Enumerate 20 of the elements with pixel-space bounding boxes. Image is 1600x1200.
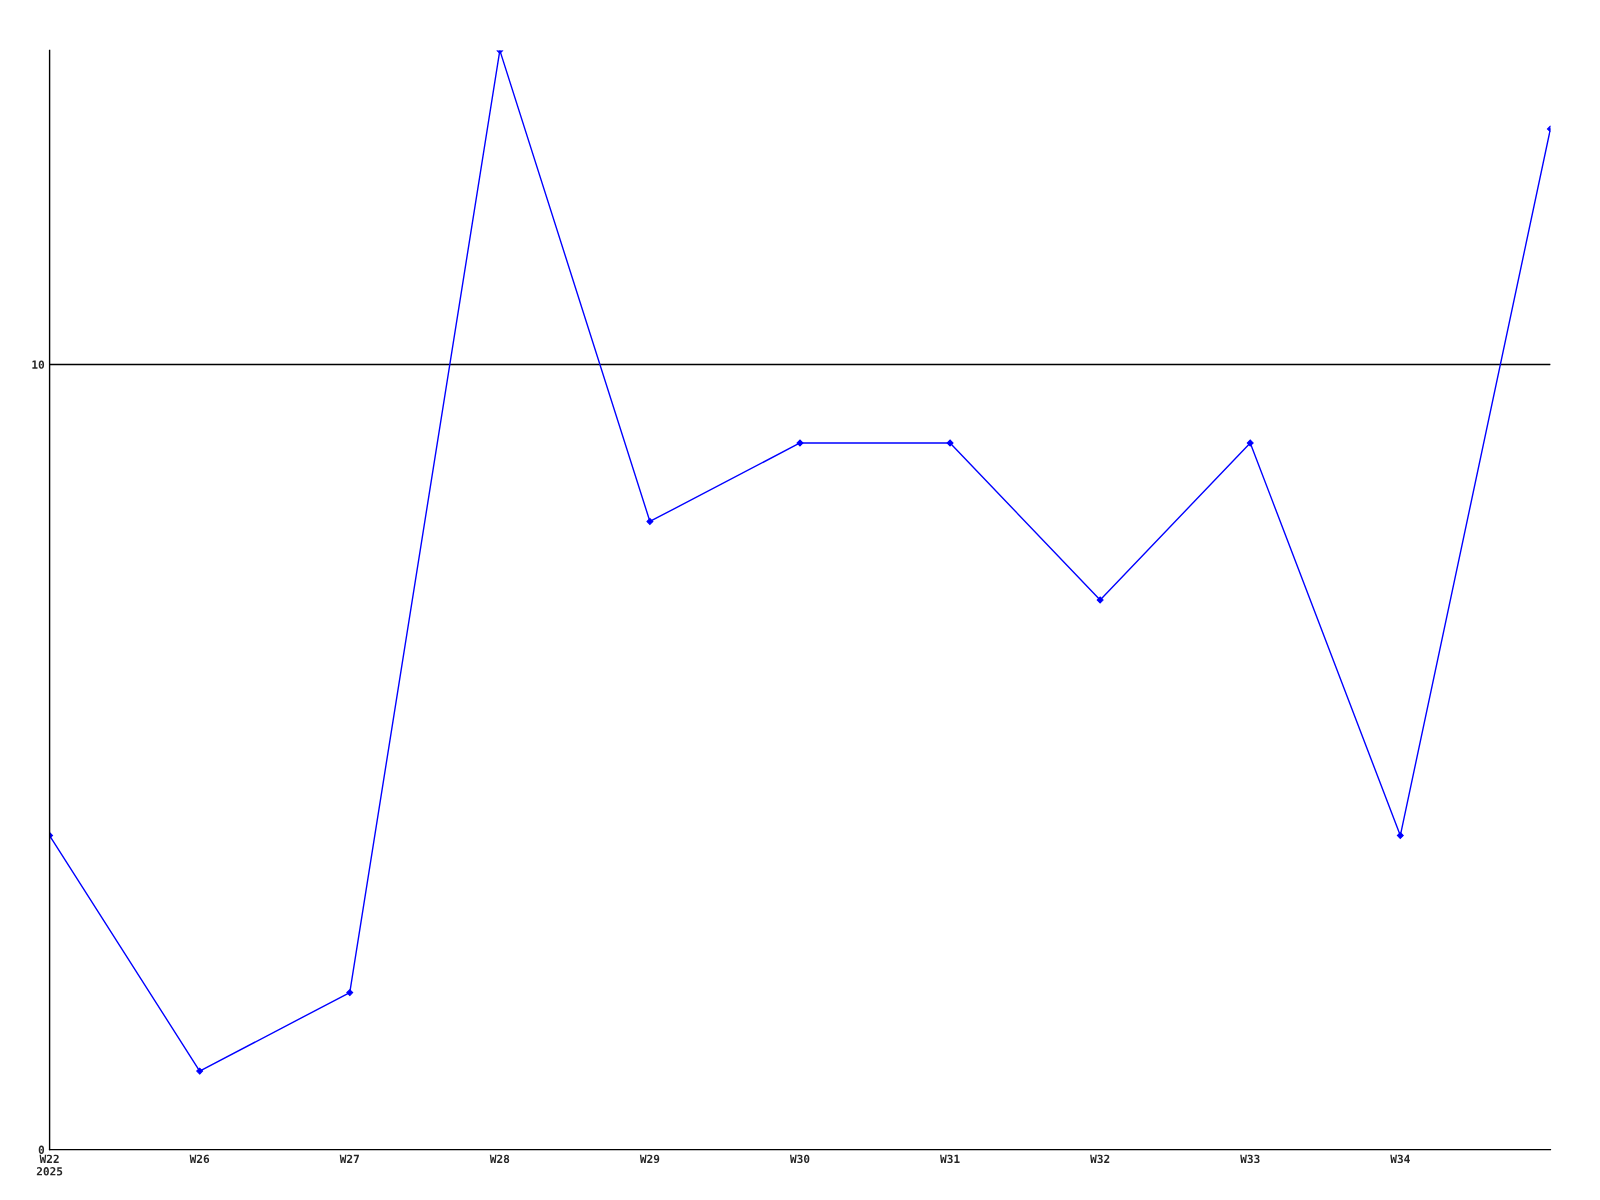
x-tick-label: W34 — [1390, 1154, 1410, 1164]
x-tick-label: W27 — [339, 1154, 359, 1163]
x-tick-label: W29 — [639, 1154, 660, 1164]
point — [1396, 832, 1404, 840]
x-tick-label: W33 — [1240, 1154, 1260, 1164]
y-tick-label: 0 — [38, 1145, 45, 1154]
x-tick-label: W28 — [489, 1154, 510, 1164]
point — [1096, 596, 1104, 604]
x-tick-label: W32 — [1090, 1154, 1110, 1164]
point — [196, 1067, 204, 1075]
x-tick-label: W30 — [789, 1154, 810, 1164]
point — [346, 989, 354, 997]
x-tick-label: W26 — [189, 1154, 210, 1164]
x-tick-label: W31 — [940, 1154, 960, 1164]
point — [796, 439, 804, 447]
x-tick-label: W22 2025 — [36, 1154, 63, 1176]
y-tick-label: 10 — [32, 360, 45, 369]
point — [646, 518, 654, 525]
point — [1246, 439, 1254, 447]
point — [946, 439, 954, 447]
